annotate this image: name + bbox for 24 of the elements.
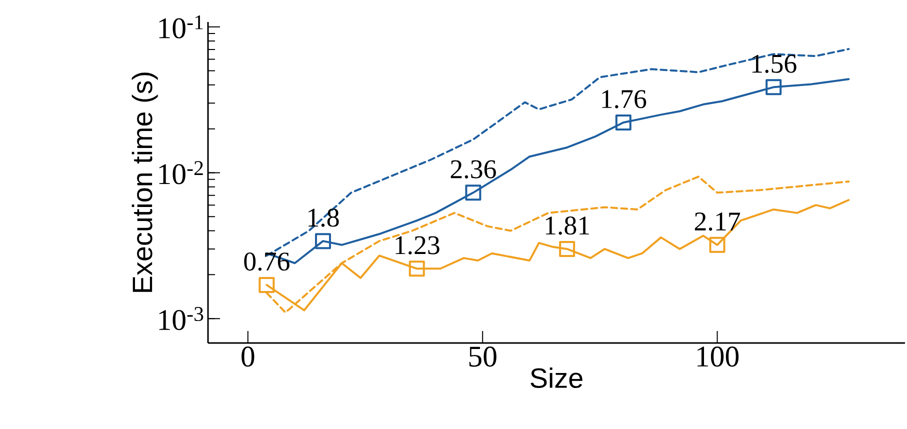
y-tick-label: 10$^{-2}$ [159, 161, 203, 184]
point [315, 233, 331, 250]
annotation: 1.81 [546, 216, 590, 235]
annotation: 1.8 [308, 208, 339, 227]
x-axis-title: Size [530, 368, 582, 388]
annotation: 1.56 [752, 54, 796, 73]
point [465, 184, 482, 201]
point [559, 240, 576, 257]
point [258, 276, 275, 293]
y-axis-title: Execution time (s) [132, 72, 158, 292]
x-tick-label: 100 [697, 346, 739, 367]
x-tick-label: 0 [242, 346, 254, 367]
annotation: 2.17 [694, 212, 740, 231]
y-tick-label: 10$^{-1}$ [159, 15, 203, 38]
point [408, 260, 425, 277]
y-tick-label: 10$^{-3}$ [159, 306, 204, 330]
point [615, 114, 632, 130]
x-tick-label: 50 [469, 346, 496, 367]
annotation: 1.76 [602, 90, 646, 108]
point [709, 236, 726, 253]
annotation: 1.23 [396, 236, 440, 254]
annotation: 0.76 [244, 252, 290, 271]
annotation: 2.36 [450, 160, 496, 178]
point [766, 79, 782, 96]
